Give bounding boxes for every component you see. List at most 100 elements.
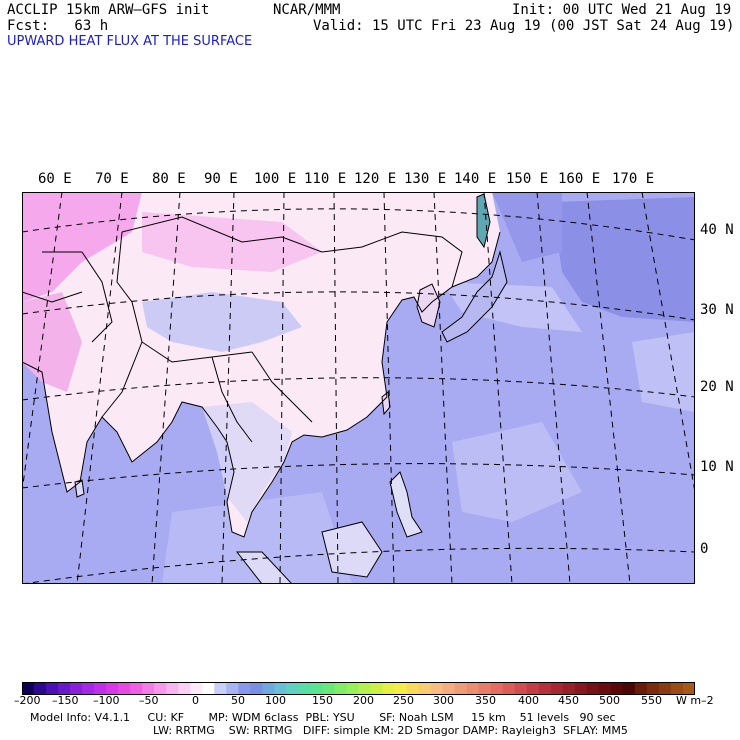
colorbar-cell (358, 682, 372, 695)
colorbar-cell (310, 682, 324, 695)
colorbar-cell (22, 682, 35, 695)
ocean-dark-patch (492, 192, 562, 262)
colorbar-cell (430, 682, 444, 695)
colorbar-cell (166, 682, 179, 695)
country-borders (22, 216, 463, 443)
colorbar-cell (46, 682, 59, 695)
colorbar-cell (682, 682, 695, 695)
asia-landmass (22, 192, 500, 537)
lon-label: 130 E (404, 171, 447, 187)
lon-label: 110 E (304, 171, 347, 187)
colorbar-cell (646, 682, 660, 695)
colorbar-cell (106, 682, 119, 695)
desert-region (22, 192, 142, 302)
colorbar-tick-label: 150 (312, 694, 333, 707)
desert-region (142, 212, 322, 272)
desert-region (22, 292, 82, 392)
colorbar-cell (382, 682, 396, 695)
plateau-region (142, 292, 302, 352)
colorbar-cell (514, 682, 528, 695)
lon-label: 160 E (558, 171, 601, 187)
colorbar-cell (322, 682, 336, 695)
graticule (22, 192, 695, 584)
colorbar-tick-label: 200 (353, 694, 374, 707)
ocean-light-streak (452, 422, 582, 522)
colorbar-cell (610, 682, 624, 695)
colorbar-tick-label: 250 (393, 694, 414, 707)
colorbar-cell (394, 682, 408, 695)
colorbar-tick-label: 300 (433, 694, 454, 707)
lat-label: 20 N (700, 379, 734, 395)
init-time: Init: 00 UTC Wed 21 Aug 19 (512, 2, 732, 18)
colorbar-cell (622, 682, 636, 695)
ocean-light-streak (162, 492, 352, 584)
colorbar-tick-label: –150 (52, 694, 79, 707)
colorbar-cell (118, 682, 131, 695)
model-info-line1: Model Info: V4.1.1 CU: KF MP: WDM 6class… (30, 711, 616, 724)
model-title: ACCLIP 15km ARW–GFS init (7, 2, 210, 18)
colorbar-cell (70, 682, 83, 695)
colorbar-cell (418, 682, 432, 695)
colorbar-cell (598, 682, 612, 695)
colorbar-tick-label: 0 (192, 694, 199, 707)
colorbar-cell (142, 682, 155, 695)
colorbar-tick-label: –200 (14, 694, 41, 707)
colorbar-tick-label: 50 (231, 694, 245, 707)
heat-flux-map (22, 192, 695, 584)
colorbar-cell (454, 682, 468, 695)
colorbar-cell (262, 682, 275, 695)
colorbar-tick-label: 550 (641, 694, 662, 707)
colorbar-cell (406, 682, 420, 695)
colorbar-cell (370, 682, 384, 695)
colorbar-cell (466, 682, 480, 695)
colorbar-cell (670, 682, 684, 695)
philippines-islands (389, 471, 423, 538)
colorbar-tick-label: 450 (558, 694, 579, 707)
colorbar-cell (154, 682, 167, 695)
colorbar (22, 682, 695, 695)
colorbar-cell (334, 682, 348, 695)
colorbar-cell (346, 682, 360, 695)
colorbar-tick-label: 400 (518, 694, 539, 707)
colorbar-cell (214, 682, 227, 695)
colorbar-cell (202, 682, 215, 695)
colorbar-tick-label: 500 (599, 694, 620, 707)
colorbar-cell (658, 682, 672, 695)
center-label: NCAR/MMM (273, 2, 341, 18)
lat-label: 40 N (700, 222, 734, 238)
colorbar-cell (286, 682, 300, 695)
lon-label: 120 E (354, 171, 397, 187)
colorbar-cell (634, 682, 648, 695)
colorbar-tick-label: –50 (139, 694, 159, 707)
colorbar-tick-label: 100 (265, 694, 286, 707)
colorbar-cell (274, 682, 287, 695)
lon-label: 170 E (612, 171, 655, 187)
colorbar-cell (502, 682, 516, 695)
colorbar-tick-label: –100 (93, 694, 120, 707)
asia-coastline (22, 231, 501, 538)
colorbar-cell (226, 682, 239, 695)
colorbar-cell (82, 682, 95, 695)
colorbar-tick-label: 350 (475, 694, 496, 707)
colorbar-cell (586, 682, 600, 695)
lon-label: 140 E (454, 171, 497, 187)
lat-label: 10 N (700, 459, 734, 475)
borneo-island (321, 521, 383, 578)
colorbar-cell (574, 682, 588, 695)
lon-label: 60 E (38, 171, 72, 187)
model-info-line2: LW: RRTMG SW: RRTMG DIFF: simple KM: 2D … (153, 724, 628, 737)
colorbar-cell (490, 682, 504, 695)
colorbar-cell (34, 682, 47, 695)
colorbar-cell (298, 682, 312, 695)
colorbar-cell (442, 682, 456, 695)
colorbar-cell (562, 682, 576, 695)
lat-label: 0 (700, 541, 709, 557)
map-border (22, 192, 695, 584)
colorbar-cell (190, 682, 203, 695)
se-asia-land (202, 402, 292, 522)
taiwan-island (381, 391, 391, 416)
sakhalin-island (476, 193, 491, 249)
colorbar-cell (94, 682, 107, 695)
lat-label: 30 N (700, 302, 734, 318)
colorbar-cell (58, 682, 71, 695)
